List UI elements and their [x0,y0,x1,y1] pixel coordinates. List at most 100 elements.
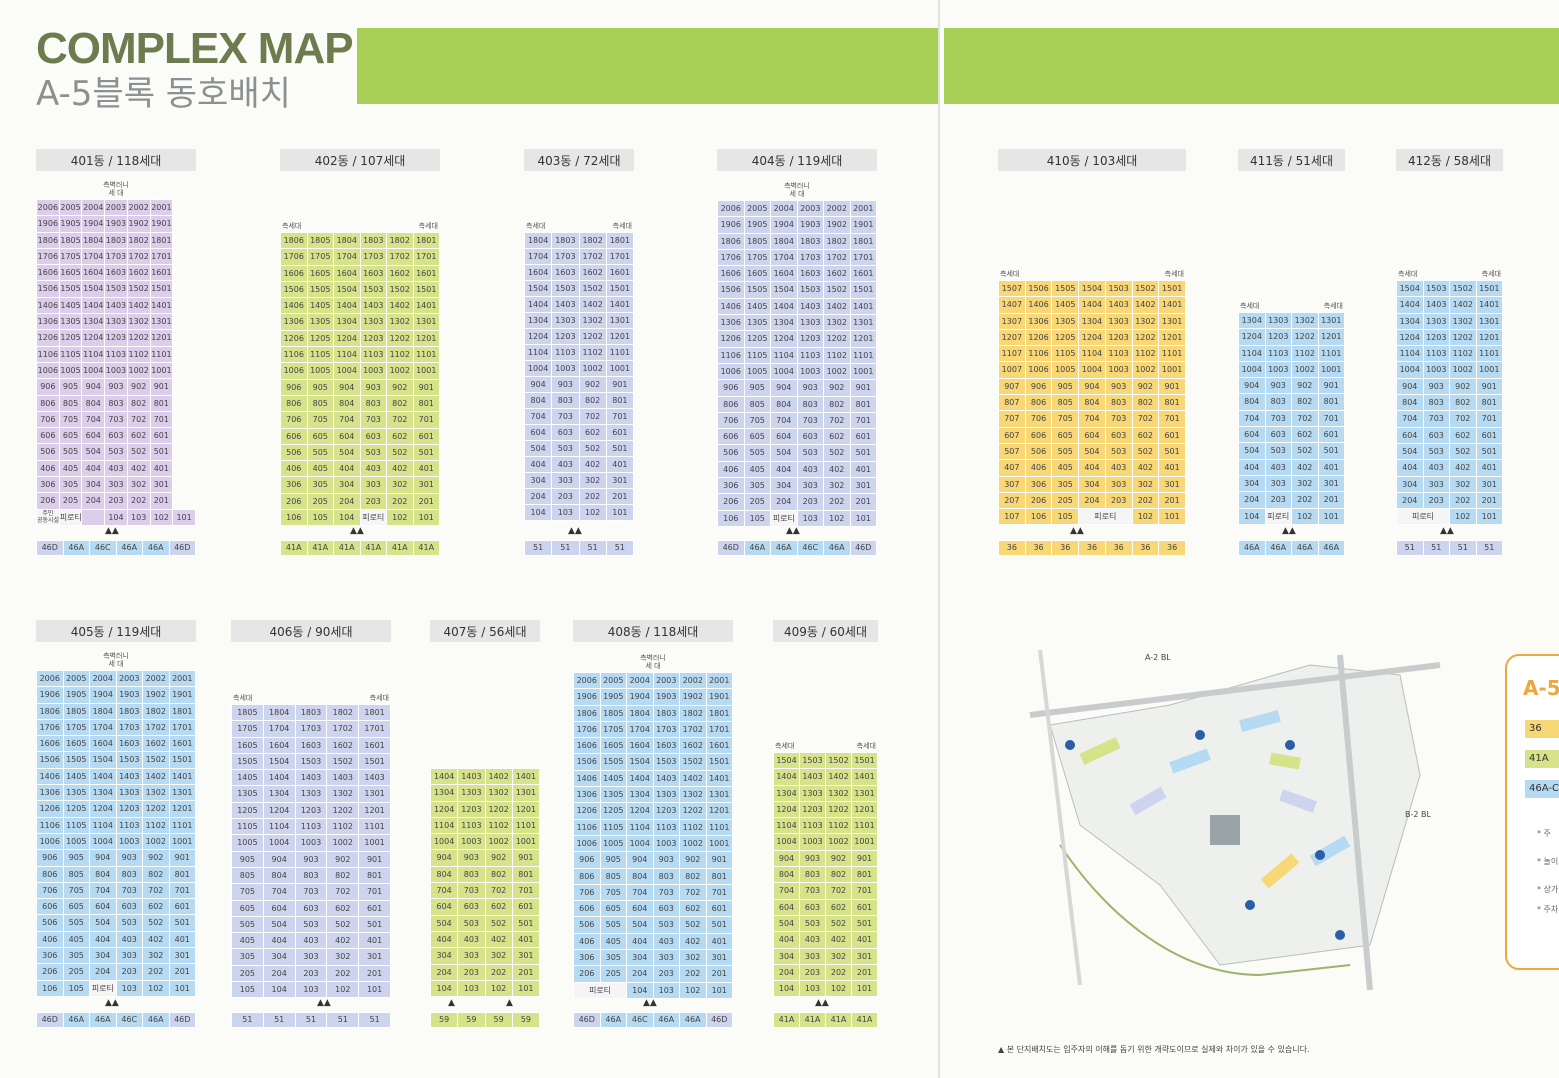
unit-cell: 701 [511,882,541,900]
unit-cell: 1702 [386,248,414,266]
floor-row: 1004 1003 1002 1001 [1396,361,1503,379]
unit-cell: 1003 [457,833,486,851]
unit-cell: 1004 [262,834,296,852]
floor-row: 1406 1405 1404 1403 1402 1401 [280,297,440,315]
unit-cell: 703 [294,883,328,901]
floor-row: 1006 1005 1004 1003 1002 1001 [573,834,733,853]
piloti-cell: 피로티 [1264,507,1292,525]
unit-cell: 905 [58,378,83,396]
unit-cell: 703 [1264,409,1292,428]
unit-cell: 602 [1291,426,1319,444]
unit-cell: 901 [511,849,541,867]
building-406: 406동 / 90세대 측세대 측세대 1805 1804 1803 1802 1801 170… [231,620,391,1078]
unit-cell: 1006 [36,832,64,851]
unit-cell: 1701 [168,718,196,737]
unit-cell: 704 [626,883,654,902]
unit-cell: 403 [1264,458,1292,476]
unit-cell: 1405 [231,769,264,787]
unit-cell: 402 [326,932,360,950]
entrance-arrow: ▲ [448,998,455,1008]
legend-item-46a-c: 46A-C [1525,780,1559,798]
unit-cell: 1105 [231,818,264,836]
unit-cell: 702 [326,883,360,901]
unit-cell: 901 [1317,377,1345,395]
floor-row: 1705 1704 1703 1702 1701 [231,720,391,738]
unit-grid: 1806 1805 1804 1803 1802 1801 1706 1705 1704 1703… [280,231,440,527]
unit-cell: 301 [149,476,174,494]
unit-cell: 2001 [705,671,733,690]
unit-cell: 1103 [1104,345,1133,363]
unit-cell: 1004 [626,834,654,853]
unit-cell: 506 [36,914,64,932]
unit-cell: 1104 [770,346,798,364]
unit-cell: 701 [851,882,878,900]
unit-cell: 2003 [796,199,824,218]
unit-cell: 903 [551,376,580,393]
unit-cell: 902 [326,850,360,868]
unit-cell: 503 [359,443,387,462]
unit-cell: 1905 [599,688,627,706]
unit-cell: 703 [1422,410,1450,428]
unit-cell: 1105 [58,345,83,363]
unit-cell: 803 [652,867,680,885]
unit-cell: 1402 [578,296,607,313]
unit-cell: 1605 [231,736,264,754]
unit-cell: 101 [358,981,391,999]
floor-row: 1304 1303 1302 1301 [523,312,635,329]
unit-cell: 1002 [679,834,707,853]
unit-cell: 1903 [104,215,128,233]
floor-row: 404 403 402 401 [773,931,878,949]
unit-cell: 1704 [770,248,798,267]
floor-row: 1404 1403 1402 1401 [429,767,541,786]
unit-cell: 1801 [605,232,635,249]
floor-row: 504 503 502 501 [1396,442,1503,461]
unit-cell: 304 [1396,475,1424,493]
unit-cell: 102 [484,979,513,998]
unit-cell: 1704 [262,720,296,738]
unit-cell: 1001 [168,832,196,851]
unit-cell: 706 [280,411,308,429]
unit-cell: 1804 [81,231,106,249]
unit-cell: 504 [89,914,117,932]
unit-cell: 606 [36,898,64,916]
unit-cell: 1202 [823,330,851,348]
unit-cell: 1204 [523,328,553,345]
unit-cell: 704 [333,411,361,429]
unit-cell: 302 [1291,474,1319,493]
unit-cell: 1501 [851,751,878,770]
unit-grid: 1404 1403 1402 1401 1304 1303 1302 1301 1204 1203… [429,767,541,998]
unit-cell: 1204 [1078,328,1106,347]
unit-cell: 701 [358,883,391,901]
unit-cell: 802 [142,865,170,883]
unit-cell: 406 [36,930,64,949]
unit-cell: 1403 [104,296,128,315]
unit-cell: 104 [333,509,361,527]
floor-row: 407 406 405 404 403 402 401 [998,459,1186,477]
floor-row: 506 505 504 503 502 501 [573,916,733,934]
unit-cell: 1303 [551,312,580,329]
unit-cell: 404 [626,932,654,951]
site-map-drawing [1020,645,1450,991]
unit-cell: 802 [679,867,707,885]
unit-cell: 404 [81,459,106,478]
unit-cell: 1803 [359,231,387,250]
unit-cell: 1206 [1024,328,1053,347]
unit-cell: 602 [1131,426,1160,444]
unit-cell: 805 [743,395,771,413]
unit-cell: 503 [551,440,580,457]
floor-row: 1106 1105 1104 1103 1102 1101 [36,816,196,834]
unit-cell: 105 [306,509,334,527]
unit-type-cell: 41A [386,540,414,556]
unit-cell: 1403 [359,297,387,315]
unit-cell: 1903 [115,686,143,704]
unit-cell: 803 [359,394,387,413]
unit-cell: 1603 [359,264,387,282]
unit-cell: 1402 [823,297,851,316]
unit-cell: 204 [1396,491,1424,510]
unit-cell: 1006 [280,362,308,380]
unit-cell: 1704 [626,720,654,739]
floor-row: 504 503 502 501 [1238,442,1345,460]
unit-cell: 803 [457,865,486,884]
unit-cell: 1503 [115,751,143,769]
unit-cell: 1005 [599,834,627,853]
